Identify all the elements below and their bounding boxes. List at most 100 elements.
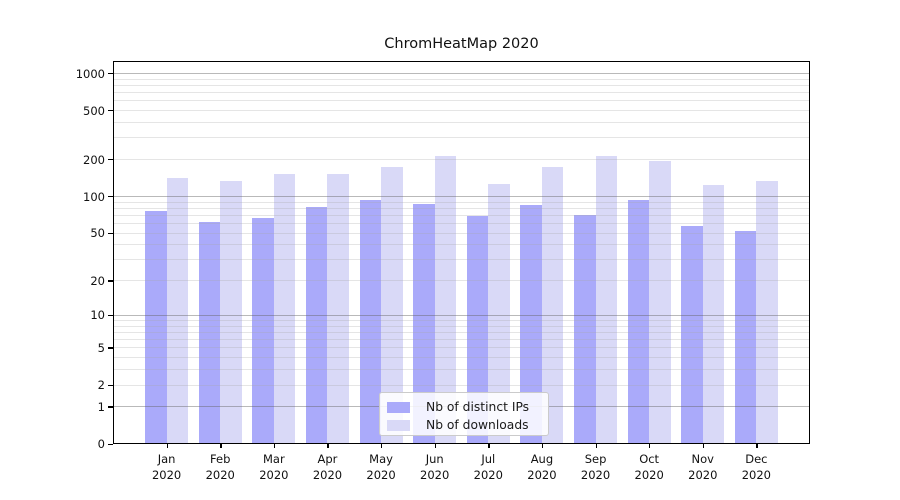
bar-nb-of-distinct-ips-jun [413, 204, 435, 444]
x-tick-sep [595, 443, 597, 448]
y-tick-label-10: 10 [90, 308, 105, 323]
x-tick-feb [220, 443, 222, 448]
y-tick-100 [108, 196, 113, 198]
y-tick-label-500: 500 [83, 103, 105, 118]
y-tick-label-20: 20 [90, 273, 105, 288]
bar-nb-of-downloads-feb [220, 181, 242, 444]
y-tick-1 [108, 406, 113, 408]
x-tick-label-nov: Nov 2020 [688, 451, 718, 483]
y-tick-0 [108, 443, 113, 445]
x-tick-oct [649, 443, 651, 448]
y-tick-label-1: 1 [97, 399, 105, 414]
bar-nb-of-downloads-apr [327, 174, 349, 444]
y-tick-1000 [108, 73, 113, 75]
gridline [113, 331, 810, 333]
x-tick-label-feb: Feb 2020 [205, 451, 235, 483]
bar-nb-of-distinct-ips-sep [574, 214, 596, 444]
bar-nb-of-distinct-ips-jan [145, 211, 167, 444]
chart-title: ChromHeatMap 2020 [384, 36, 539, 52]
bar-nb-of-distinct-ips-apr [305, 206, 328, 444]
y-tick-label-2: 2 [97, 378, 105, 393]
gridline [113, 207, 810, 209]
bar-nb-of-downloads-aug [541, 167, 564, 444]
x-tick-mar [273, 443, 276, 448]
gridline [113, 232, 810, 234]
x-tick-jul [488, 443, 490, 448]
legend: Nb of distinct IPs Nb of downloads [379, 392, 549, 436]
gridline [113, 100, 810, 102]
x-tick-jan [166, 443, 168, 448]
y-tick-5 [108, 347, 113, 349]
y-tick-label-1000: 1000 [75, 66, 105, 81]
bar-nb-of-downloads-dec [756, 181, 778, 444]
legend-item-distinct-ips: Nb of distinct IPs [387, 399, 541, 415]
gridline [113, 92, 810, 94]
gridline [113, 110, 810, 112]
bar-nb-of-distinct-ips-dec [734, 230, 757, 444]
legend-item-downloads: Nb of downloads [387, 417, 541, 433]
gridline [113, 159, 810, 161]
y-tick-200 [108, 159, 113, 161]
x-tick-jun [434, 443, 436, 448]
gridline [113, 325, 810, 327]
y-tick-label-5: 5 [97, 340, 105, 355]
x-tick-label-may: May 2020 [366, 451, 396, 483]
y-tick-500 [108, 110, 113, 112]
gridline [113, 196, 810, 197]
gridline [113, 369, 810, 371]
x-tick-dec [756, 443, 758, 448]
bar-nb-of-downloads-mar [273, 174, 296, 444]
x-tick-label-dec: Dec 2020 [741, 451, 772, 483]
gridline [113, 214, 810, 216]
y-tick-50 [108, 232, 113, 234]
x-tick-label-jun: Jun 2020 [420, 451, 450, 483]
bar-nb-of-downloads-jun [434, 155, 457, 444]
bar-nb-of-downloads-nov [702, 184, 725, 444]
bar-nb-of-downloads-jan [166, 178, 189, 444]
gridline [113, 201, 810, 203]
x-tick-aug [541, 443, 544, 448]
legend-swatch-distinct-ips [387, 401, 410, 413]
x-tick-label-mar: Mar 2020 [259, 451, 289, 483]
gridline [113, 347, 810, 349]
bar-nb-of-downloads-may [381, 167, 403, 444]
y-tick-label-200: 200 [83, 152, 105, 167]
gridline [113, 314, 810, 316]
y-tick-label-100: 100 [83, 189, 105, 204]
bar-nb-of-distinct-ips-jul [466, 216, 489, 444]
legend-swatch-downloads [387, 419, 410, 431]
bar-nb-of-distinct-ips-mar [252, 218, 274, 444]
x-tick-label-sep: Sep 2020 [580, 451, 611, 483]
gridline [113, 223, 810, 225]
gridline [113, 259, 810, 261]
x-tick-label-jul: Jul 2020 [473, 451, 503, 483]
x-tick-label-apr: Apr 2020 [312, 451, 343, 483]
bar-nb-of-distinct-ips-may [359, 200, 382, 444]
gridline [113, 78, 810, 80]
x-tick-nov [702, 443, 705, 448]
y-tick-10 [108, 314, 113, 317]
gridline [113, 73, 810, 74]
x-tick-label-aug: Aug 2020 [527, 451, 557, 483]
gridline [113, 320, 810, 322]
bar-nb-of-distinct-ips-oct [627, 200, 650, 444]
bar-nb-of-distinct-ips-feb [198, 222, 221, 444]
x-tick-apr [327, 443, 329, 448]
gridline [113, 339, 810, 341]
gridline [113, 280, 810, 282]
x-tick-label-jan: Jan 2020 [151, 451, 182, 483]
bar-nb-of-downloads-oct [649, 161, 671, 444]
y-tick-20 [108, 280, 113, 282]
gridline [113, 122, 810, 124]
bar-nb-of-distinct-ips-nov [681, 225, 703, 444]
bar-nb-of-downloads-sep [595, 155, 618, 444]
x-tick-label-oct: Oct 2020 [634, 451, 664, 483]
y-tick-2 [108, 384, 113, 386]
y-tick-label-0: 0 [97, 437, 105, 451]
bar-nb-of-distinct-ips-aug [520, 204, 542, 444]
bar-nb-of-downloads-jul [488, 184, 510, 444]
x-tick-may [381, 443, 383, 448]
gridline [113, 137, 810, 139]
gridline [113, 357, 810, 359]
